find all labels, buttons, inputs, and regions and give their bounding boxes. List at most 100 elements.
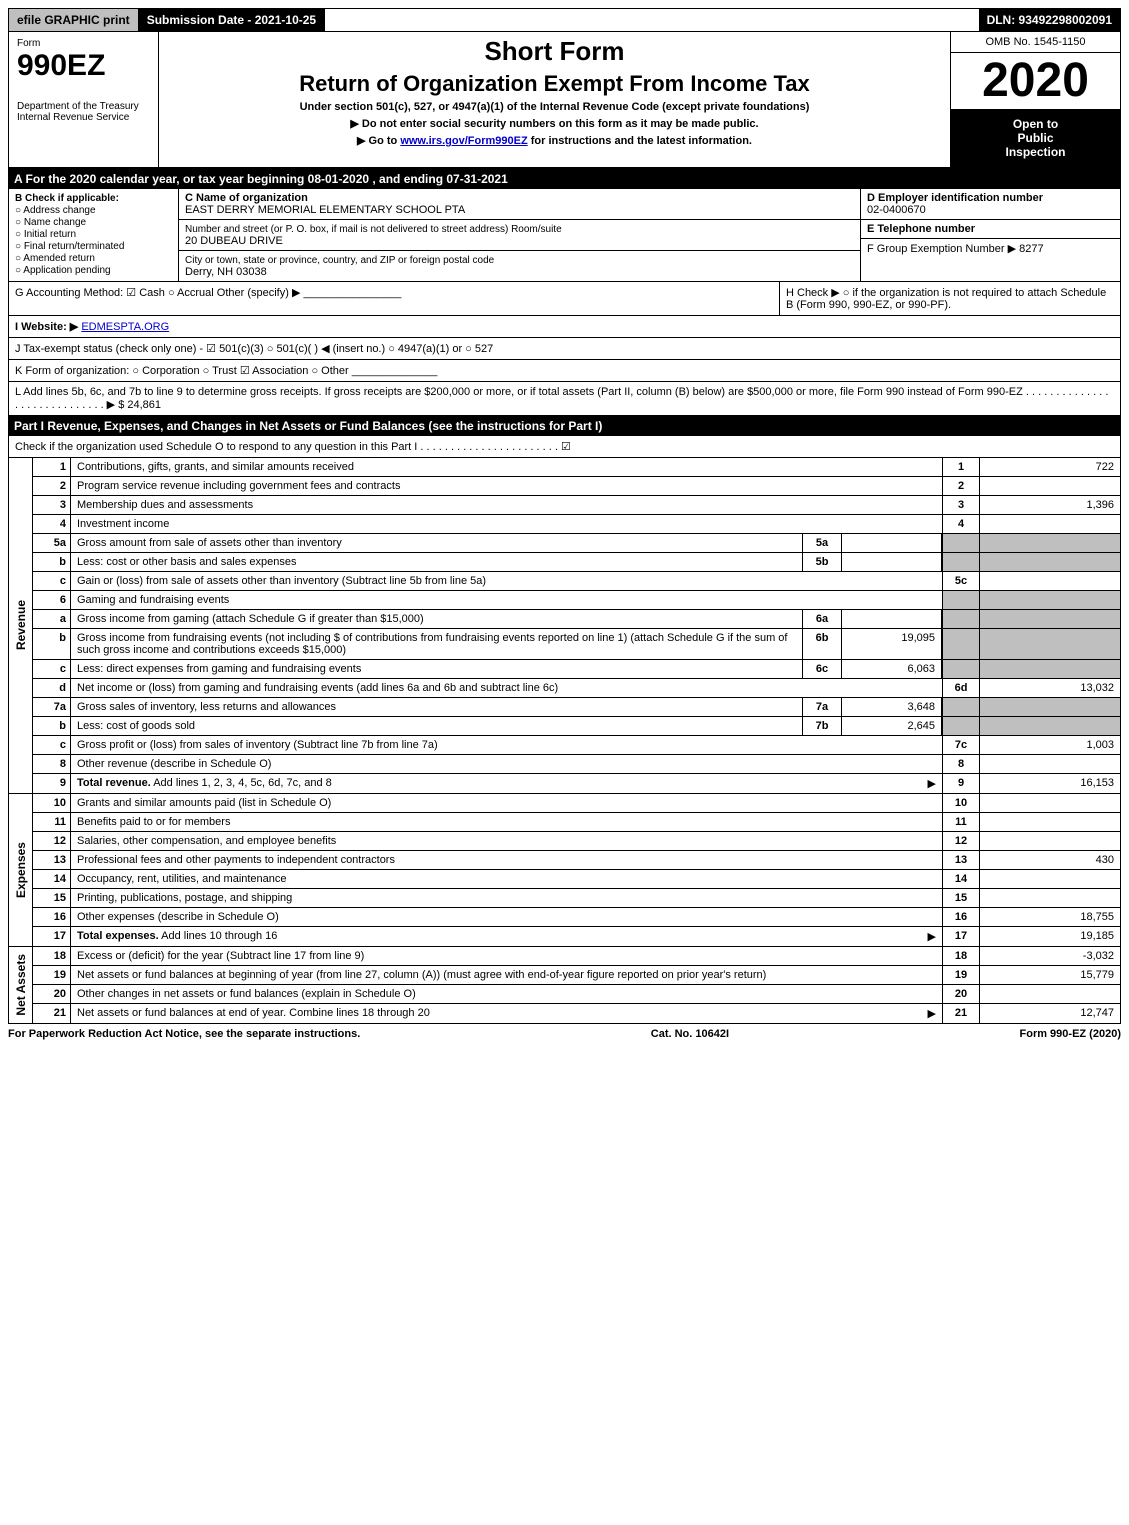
line-subval: 19,095 — [842, 629, 942, 659]
line-num: 14 — [33, 870, 71, 888]
box-b: B Check if applicable: Address change Na… — [9, 189, 179, 281]
website-link[interactable]: EDMESPTA.ORG — [81, 321, 169, 333]
row-h: H Check ▶ ○ if the organization is not r… — [780, 282, 1120, 315]
line-subval — [842, 534, 942, 552]
chk-final-return[interactable]: Final return/terminated — [15, 241, 172, 252]
form-header: Form 990EZ Department of the Treasury In… — [8, 32, 1121, 169]
row-j: J Tax-exempt status (check only one) - ☑… — [8, 338, 1121, 360]
line-desc: Net assets or fund balances at beginning… — [71, 966, 942, 984]
line-desc: Investment income — [71, 515, 942, 533]
street-label: Number and street (or P. O. box, if mail… — [185, 224, 562, 235]
line-val-shaded — [980, 629, 1120, 659]
box-d-label: D Employer identification number — [867, 192, 1043, 204]
line-desc: Occupancy, rent, utilities, and maintena… — [71, 870, 942, 888]
line-val: -3,032 — [980, 947, 1120, 965]
line-16: 16Other expenses (describe in Schedule O… — [33, 908, 1120, 927]
line-desc: Excess or (deficit) for the year (Subtra… — [71, 947, 942, 965]
revenue-side-label: Revenue — [9, 458, 33, 793]
right-box: OMB No. 1545-1150 2020 Open to Public In… — [950, 32, 1120, 167]
line-col-shaded — [942, 698, 980, 716]
line-col-shaded — [942, 629, 980, 659]
line-14: 14Occupancy, rent, utilities, and mainte… — [33, 870, 1120, 889]
line-desc: Printing, publications, postage, and shi… — [71, 889, 942, 907]
line-desc: Total expenses. Add lines 10 through 16 … — [71, 927, 942, 946]
chk-initial-return[interactable]: Initial return — [15, 229, 172, 240]
line-desc: Contributions, gifts, grants, and simila… — [71, 458, 942, 476]
line-col: 2 — [942, 477, 980, 495]
line-val-shaded — [980, 591, 1120, 609]
line-5a: 5aGross amount from sale of assets other… — [33, 534, 1120, 553]
line-8: 8Other revenue (describe in Schedule O)8 — [33, 755, 1120, 774]
line-num: 8 — [33, 755, 71, 773]
line-num: 3 — [33, 496, 71, 514]
title-box: Short Form Return of Organization Exempt… — [159, 32, 950, 167]
chk-application-pending[interactable]: Application pending — [15, 265, 172, 276]
netassets-label-text: Net Assets — [14, 954, 28, 1016]
line-val: 15,779 — [980, 966, 1120, 984]
line-desc: Less: cost of goods sold — [71, 717, 802, 735]
line-col-shaded — [942, 534, 980, 552]
line-val-shaded — [980, 660, 1120, 678]
line-val — [980, 889, 1120, 907]
line-col: 15 — [942, 889, 980, 907]
line-col: 16 — [942, 908, 980, 926]
box-c-label: C Name of organization — [185, 192, 308, 204]
line-num: 2 — [33, 477, 71, 495]
line-val: 16,153 — [980, 774, 1120, 793]
open-to-public: Open to Public Inspection — [951, 109, 1120, 167]
part-1-bar: Part I Revenue, Expenses, and Changes in… — [8, 416, 1121, 436]
line-desc: Gross income from fundraising events (no… — [71, 629, 802, 659]
line-desc: Gross profit or (loss) from sales of inv… — [71, 736, 942, 754]
line-col: 8 — [942, 755, 980, 773]
line-num: 11 — [33, 813, 71, 831]
line-subnum: 6c — [802, 660, 842, 678]
line-val: 722 — [980, 458, 1120, 476]
line-col: 4 — [942, 515, 980, 533]
short-form-heading: Short Form — [167, 36, 942, 67]
line-col: 1 — [942, 458, 980, 476]
line-num: 1 — [33, 458, 71, 476]
box-e-label: E Telephone number — [867, 223, 975, 235]
line-col: 12 — [942, 832, 980, 850]
line-val — [980, 832, 1120, 850]
irs-link[interactable]: www.irs.gov/Form990EZ — [400, 135, 527, 147]
line-val: 430 — [980, 851, 1120, 869]
line-4: 4Investment income4 — [33, 515, 1120, 534]
line-val — [980, 515, 1120, 533]
netassets-side-label: Net Assets — [9, 947, 33, 1023]
line-subval — [842, 610, 942, 628]
line-12: 12Salaries, other compensation, and empl… — [33, 832, 1120, 851]
line-num: b — [33, 553, 71, 571]
efile-print[interactable]: efile GRAPHIC print — [9, 9, 139, 31]
line-10: 10Grants and similar amounts paid (list … — [33, 794, 1120, 813]
line-num: 15 — [33, 889, 71, 907]
line-21: 21Net assets or fund balances at end of … — [33, 1004, 1120, 1023]
line-num: a — [33, 610, 71, 628]
line-desc: Less: direct expenses from gaming and fu… — [71, 660, 802, 678]
chk-amended-return[interactable]: Amended return — [15, 253, 172, 264]
line-9: 9Total revenue. Add lines 1, 2, 3, 4, 5c… — [33, 774, 1120, 793]
return-title: Return of Organization Exempt From Incom… — [167, 71, 942, 97]
dln: DLN: 93492298002091 — [979, 9, 1120, 31]
form-box: Form 990EZ Department of the Treasury In… — [9, 32, 159, 167]
subtitle: Under section 501(c), 527, or 4947(a)(1)… — [167, 101, 942, 113]
line-col: 3 — [942, 496, 980, 514]
revenue-section: Revenue 1Contributions, gifts, grants, a… — [8, 458, 1121, 794]
line-col: 14 — [942, 870, 980, 888]
part-1-title: Part I Revenue, Expenses, and Changes in… — [14, 419, 602, 433]
line-15: 15Printing, publications, postage, and s… — [33, 889, 1120, 908]
line-b: bLess: cost or other basis and sales exp… — [33, 553, 1120, 572]
omb-number: OMB No. 1545-1150 — [951, 32, 1120, 53]
line-col: 9 — [942, 774, 980, 793]
line-a: aGross income from gaming (attach Schedu… — [33, 610, 1120, 629]
line-desc: Other expenses (describe in Schedule O) — [71, 908, 942, 926]
line-num: 17 — [33, 927, 71, 946]
chk-name-change[interactable]: Name change — [15, 217, 172, 228]
line-18: 18Excess or (deficit) for the year (Subt… — [33, 947, 1120, 966]
part-1-check: Check if the organization used Schedule … — [8, 436, 1121, 458]
line-11: 11Benefits paid to or for members11 — [33, 813, 1120, 832]
chk-address-change[interactable]: Address change — [15, 205, 172, 216]
expenses-side-label: Expenses — [9, 794, 33, 946]
line-desc: Total revenue. Add lines 1, 2, 3, 4, 5c,… — [71, 774, 942, 793]
line-d: dNet income or (loss) from gaming and fu… — [33, 679, 1120, 698]
